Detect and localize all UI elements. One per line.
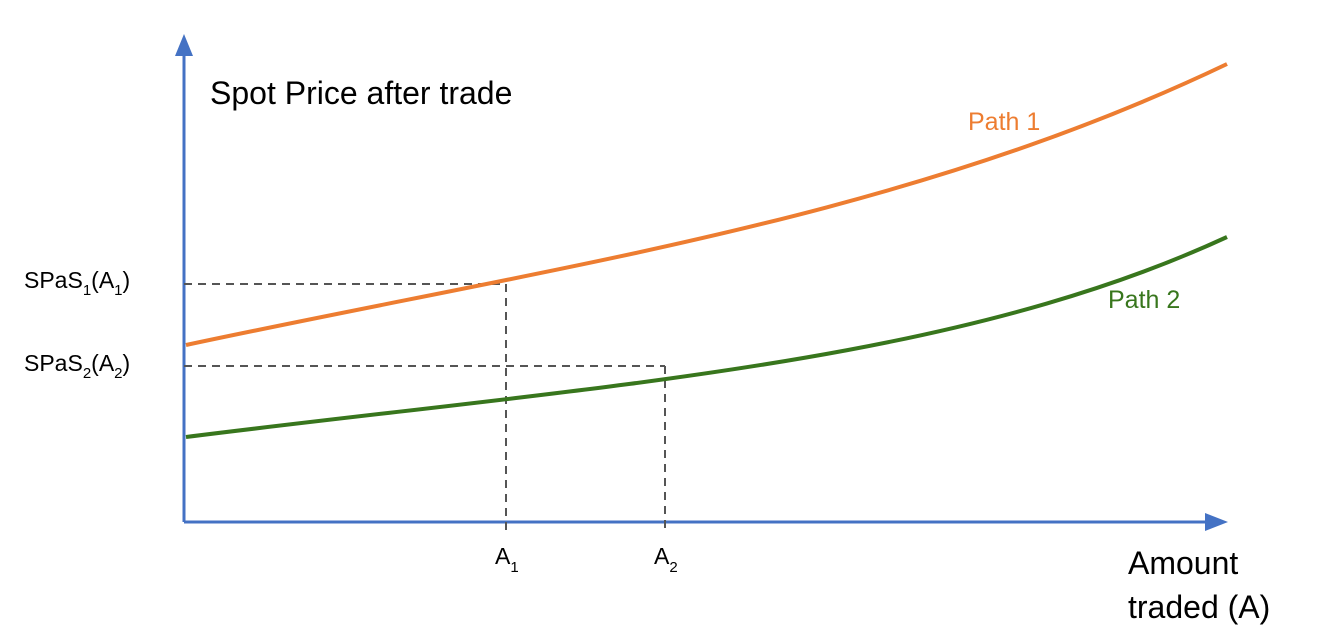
y-axis-arrow [175, 34, 193, 56]
x-tick-a1: A1 [495, 543, 519, 576]
path2-curve [185, 235, 1228, 439]
x-tick-a2: A2 [654, 543, 678, 576]
x-axis-label-line1: Amount [1128, 545, 1238, 581]
path1-label: Path 1 [968, 108, 1040, 136]
y-axis-label: Spot Price after trade [210, 75, 512, 111]
y-tick-spas2: SPaS2(A2) [24, 350, 130, 382]
x-axis-arrow [1205, 513, 1228, 531]
path2-label: Path 2 [1108, 286, 1180, 314]
y-tick-spas1: SPaS1(A1) [24, 267, 130, 299]
x-axis-label-line2: traded (A) [1128, 589, 1270, 625]
path1-curve [185, 62, 1228, 347]
